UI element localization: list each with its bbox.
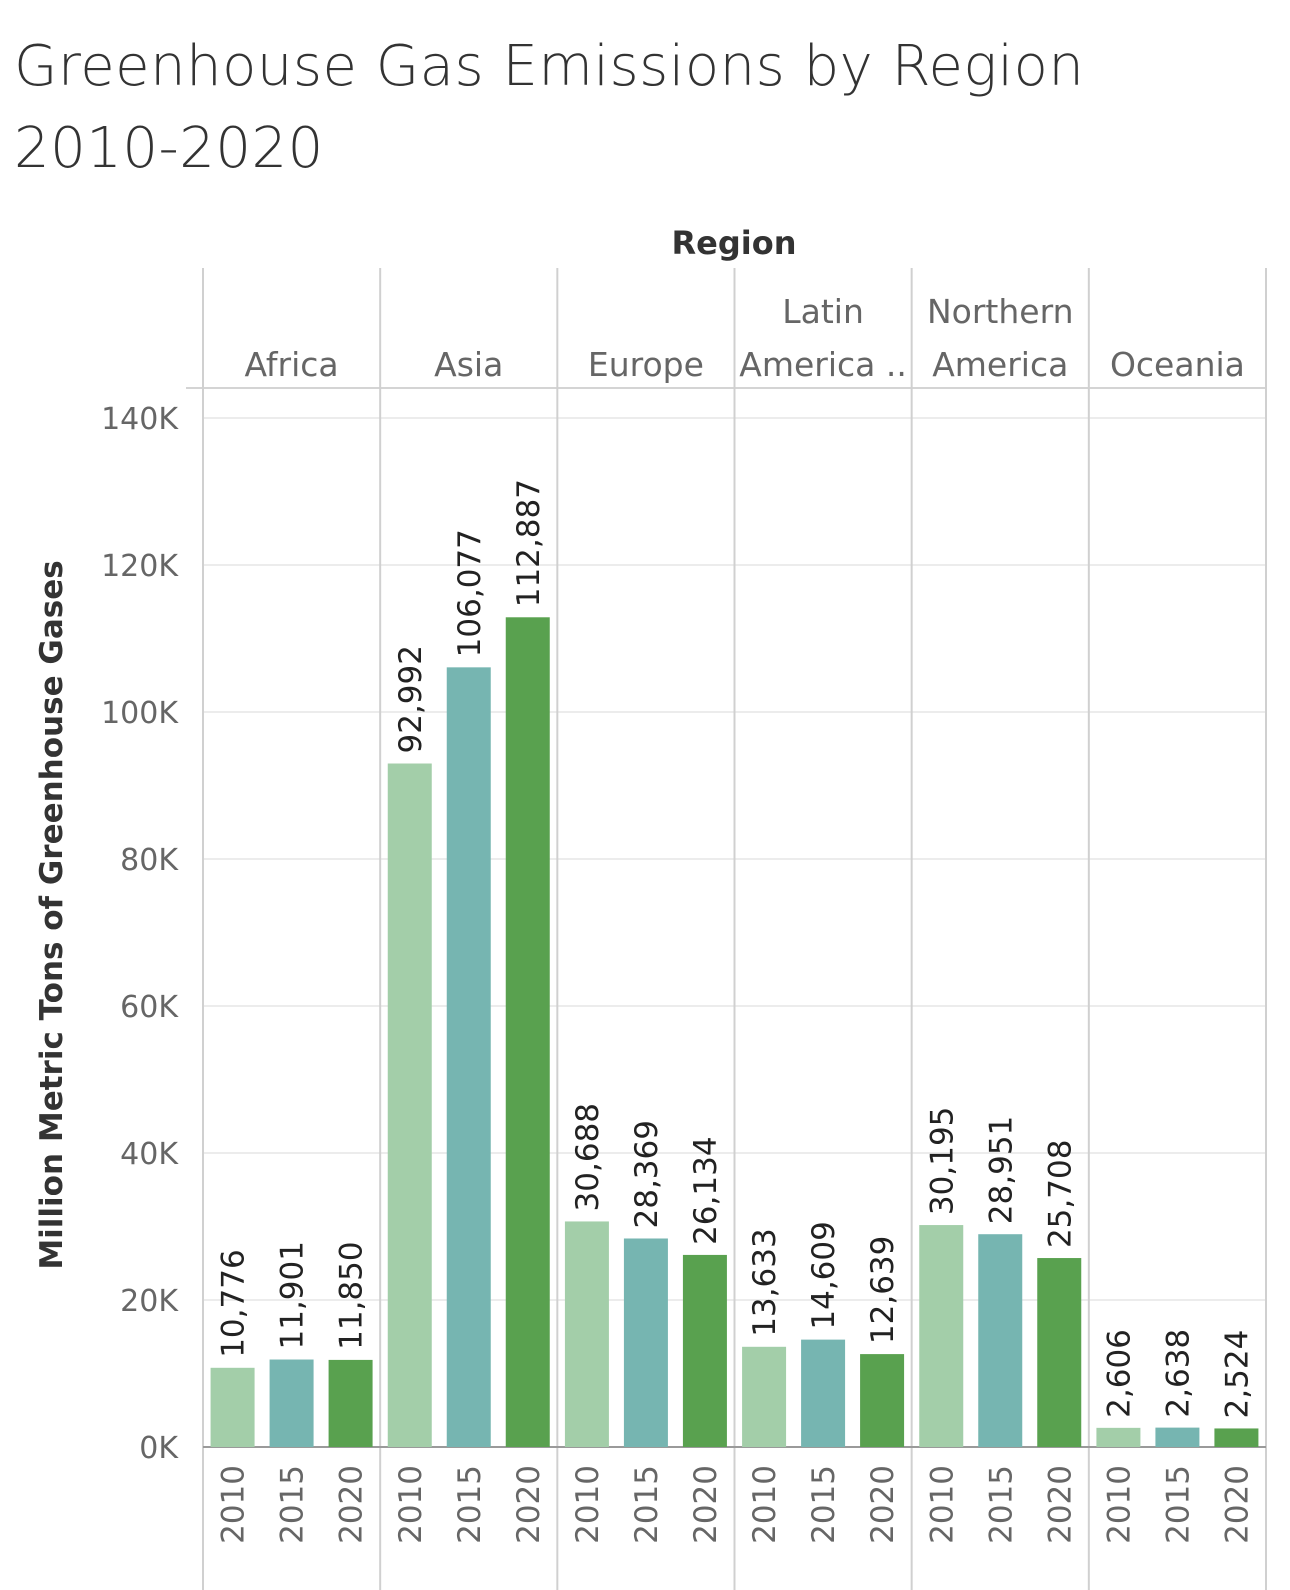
- bar-value-label: 2,606: [1101, 1329, 1137, 1418]
- bar-2015: [1155, 1427, 1200, 1447]
- y-tick-label: 60K: [120, 990, 179, 1025]
- y-tick-label: 20K: [120, 1284, 179, 1319]
- bar-2010: [387, 763, 432, 1447]
- bar-2010: [210, 1367, 255, 1447]
- x-tick-label-year: 2010: [747, 1465, 783, 1544]
- x-tick-label-year: 2015: [983, 1465, 1019, 1544]
- bar-value-label: 26,134: [688, 1136, 724, 1244]
- x-tick-label-year: 2010: [216, 1465, 252, 1544]
- region-header-label: Africa: [245, 345, 339, 384]
- region-header-label: Oceania: [1110, 345, 1245, 384]
- region-header-label: Northern: [927, 292, 1074, 331]
- x-tick-label-year: 2020: [688, 1465, 724, 1544]
- bar-value-label: 10,776: [216, 1249, 252, 1357]
- bar-2015: [623, 1238, 668, 1447]
- bar-value-label: 11,850: [334, 1241, 370, 1349]
- y-tick-label: 40K: [120, 1137, 179, 1172]
- y-tick-label: 140K: [101, 402, 179, 437]
- bar-2020: [1214, 1428, 1259, 1447]
- x-tick-label-year: 2015: [629, 1465, 665, 1544]
- region-header-label: Asia: [434, 345, 503, 384]
- column-header-title: Region: [672, 224, 797, 262]
- bar-value-label: 14,609: [806, 1221, 842, 1329]
- region-header-label: America ..: [739, 345, 907, 384]
- x-tick-label-year: 2020: [865, 1465, 901, 1544]
- bar-value-label: 12,639: [865, 1236, 901, 1344]
- region-header-label: Europe: [588, 345, 704, 384]
- bar-2010: [742, 1346, 787, 1447]
- bar-value-label: 2,524: [1219, 1330, 1255, 1419]
- bar-2015: [801, 1339, 846, 1447]
- x-tick-label-year: 2010: [393, 1465, 429, 1544]
- bar-value-label: 30,195: [924, 1107, 960, 1215]
- y-tick-label: 80K: [120, 843, 179, 878]
- bar-2010: [919, 1225, 964, 1447]
- bar-2015: [446, 667, 491, 1447]
- x-tick-label-year: 2015: [806, 1465, 842, 1544]
- bar-value-label: 92,992: [393, 645, 429, 753]
- y-tick-label: 0K: [139, 1431, 179, 1466]
- bar-value-label: 106,077: [452, 529, 488, 657]
- bar-2015: [978, 1234, 1023, 1447]
- x-tick-label-year: 2020: [1042, 1465, 1078, 1544]
- bar-value-label: 30,688: [570, 1103, 606, 1211]
- x-tick-label-year: 2015: [452, 1465, 488, 1544]
- y-tick-label: 120K: [101, 549, 179, 584]
- bar-2020: [860, 1354, 905, 1447]
- bar-value-label: 25,708: [1042, 1140, 1078, 1248]
- y-axis-label: Million Metric Tons of Greenhouse Gases: [34, 560, 70, 1269]
- chart-title-line-2: 2010-2020: [14, 116, 324, 181]
- bar-2010: [1096, 1427, 1141, 1447]
- x-tick-label-year: 2020: [334, 1465, 370, 1544]
- bar-value-label: 28,369: [629, 1120, 665, 1228]
- x-tick-label-year: 2020: [511, 1465, 547, 1544]
- bar-value-label: 13,633: [747, 1228, 783, 1336]
- chart-title: Greenhouse Gas Emissions by Region 2010-…: [14, 26, 1274, 190]
- bar-value-label: 11,901: [275, 1241, 311, 1349]
- bar-2015: [269, 1359, 314, 1447]
- region-header-label: America: [932, 345, 1068, 384]
- region-header-label: Latin: [782, 292, 864, 331]
- bar-value-label: 2,638: [1160, 1329, 1196, 1418]
- bar-2020: [328, 1359, 373, 1447]
- x-tick-label-year: 2010: [924, 1465, 960, 1544]
- bar-2020: [682, 1254, 727, 1447]
- x-tick-label-year: 2015: [1160, 1465, 1196, 1544]
- x-tick-label-year: 2020: [1219, 1465, 1255, 1544]
- bar-2020: [505, 617, 550, 1447]
- bar-2020: [1037, 1258, 1082, 1447]
- chart-title-line-1: Greenhouse Gas Emissions by Region: [14, 34, 1085, 99]
- x-tick-label-year: 2015: [275, 1465, 311, 1544]
- bar-value-label: 28,951: [983, 1116, 1019, 1224]
- bar-value-label: 112,887: [511, 479, 547, 607]
- y-tick-label: 100K: [101, 696, 179, 731]
- bar-2010: [564, 1221, 609, 1447]
- x-tick-label-year: 2010: [1101, 1465, 1137, 1544]
- x-tick-label-year: 2010: [570, 1465, 606, 1544]
